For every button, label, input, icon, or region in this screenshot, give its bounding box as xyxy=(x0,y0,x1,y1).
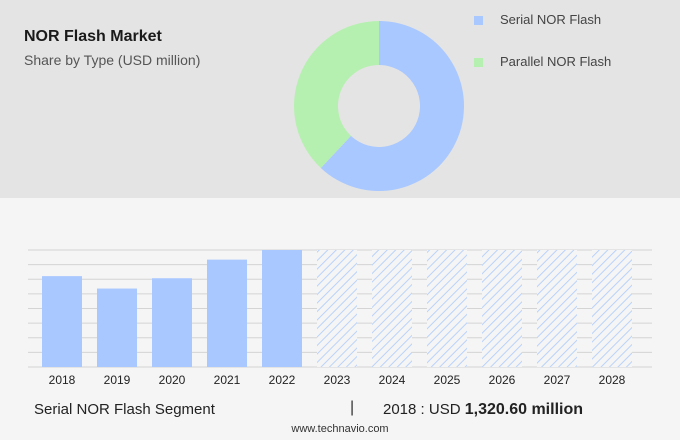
footer-segment-label: Serial NOR Flash Segment xyxy=(34,401,215,418)
chart-subtitle: Share by Type (USD million) xyxy=(24,52,201,68)
x-tick-label: 2018 xyxy=(49,373,76,387)
legend-swatch-serial xyxy=(474,16,483,25)
legend-swatch-parallel xyxy=(474,58,483,67)
legend-label-serial: Serial NOR Flash xyxy=(500,12,602,27)
legend-label-parallel: Parallel NOR Flash xyxy=(500,54,612,69)
x-tick-label: 2023 xyxy=(324,373,351,387)
donut-slice-0 xyxy=(320,21,465,192)
forecast-bar-2026 xyxy=(482,250,522,367)
bar-2022 xyxy=(262,250,302,367)
forecast-bar-2028 xyxy=(592,250,632,367)
x-tick-label: 2025 xyxy=(434,373,461,387)
x-tick-label: 2019 xyxy=(104,373,131,387)
x-tick-label: 2028 xyxy=(599,373,626,387)
x-tick-label: 2026 xyxy=(489,373,516,387)
forecast-bar-2027 xyxy=(537,250,577,367)
x-tick-label: 2020 xyxy=(159,373,186,387)
footer-separator: | xyxy=(350,399,355,416)
footer-amount: 1,320.60 million xyxy=(464,401,583,418)
forecast-bar-2023 xyxy=(317,250,357,367)
chart-title: NOR Flash Market xyxy=(24,28,162,45)
forecast-bar-2024 xyxy=(372,250,412,367)
footer-value: 2018 : USD 1,320.60 million xyxy=(383,401,583,419)
donut-slice-1 xyxy=(294,21,379,168)
source-link[interactable]: www.technavio.com xyxy=(291,423,389,435)
x-tick-label: 2021 xyxy=(214,373,241,387)
donut-chart xyxy=(294,21,465,192)
x-tick-label: 2027 xyxy=(544,373,571,387)
x-tick-label: 2022 xyxy=(269,373,296,387)
bar-2019 xyxy=(97,288,137,367)
footer-year: 2018 : USD xyxy=(383,401,461,418)
bar-2020 xyxy=(152,278,192,367)
bar-2018 xyxy=(42,276,82,367)
bar-2021 xyxy=(207,259,247,367)
forecast-bar-2025 xyxy=(427,250,467,367)
x-tick-label: 2024 xyxy=(379,373,406,387)
